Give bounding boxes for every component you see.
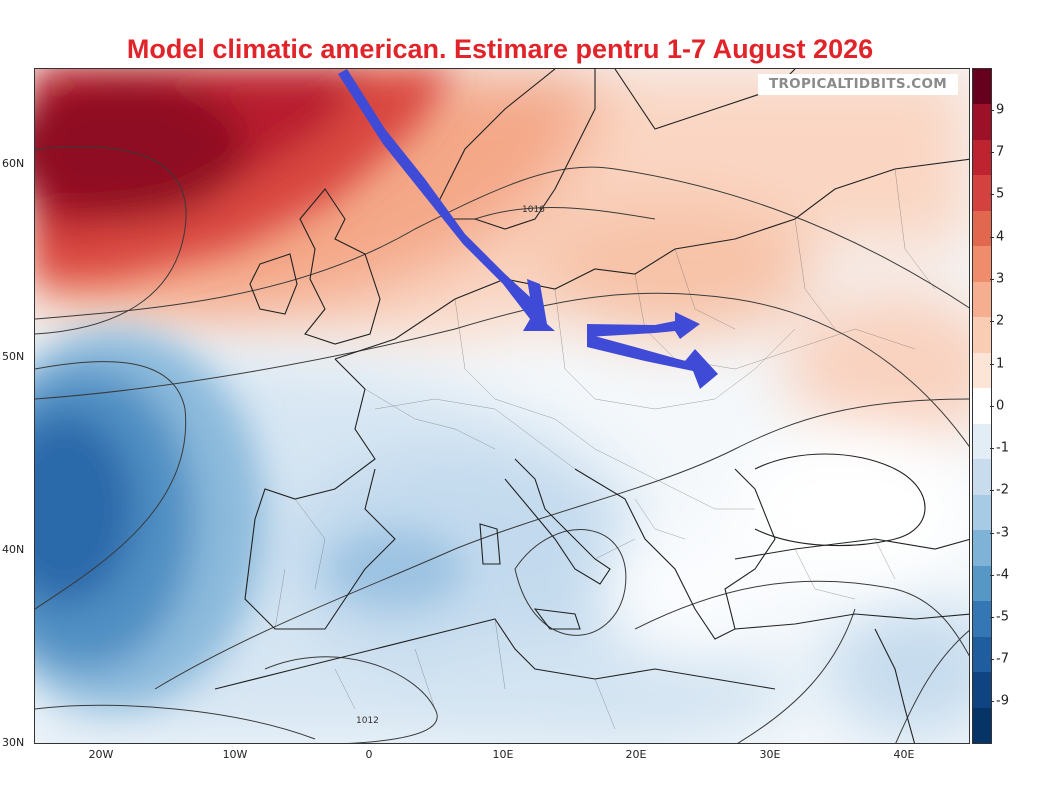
lon-label-30e: 30E (759, 748, 781, 761)
arrow-north-to-central-europe (338, 69, 555, 331)
colorbar-swatch (973, 104, 991, 141)
colorbar-label: 0 (996, 398, 1005, 414)
colorbar-label: 9 (996, 102, 1005, 118)
lat-label-40n: 40N (2, 543, 25, 556)
colorbar-label: 7 (996, 144, 1005, 160)
colorbar-tick (990, 110, 994, 111)
colorbar-label: -1 (996, 440, 1009, 456)
contour-label-1016: 1016 (522, 205, 545, 215)
colorbar-tick (990, 701, 994, 702)
colorbar-swatch (973, 388, 991, 425)
colorbar-swatch (973, 672, 991, 709)
colorbar-label: -5 (996, 609, 1009, 625)
lat-label-30n: 30N (2, 736, 25, 749)
colorbar-label: -3 (996, 525, 1009, 541)
colorbar-tick (990, 406, 994, 407)
colorbar-swatch (973, 281, 991, 318)
colorbar-label: -4 (996, 567, 1009, 583)
lon-label-20w: 20W (88, 748, 114, 761)
lon-label-10w: 10W (222, 748, 248, 761)
lon-label-40e: 40E (893, 748, 915, 761)
colorbar-tick (990, 152, 994, 153)
colorbar-swatch (973, 459, 991, 496)
colorbar-swatch (973, 423, 991, 460)
trajectory-arrows (338, 69, 718, 389)
colorbar-tick (990, 279, 994, 280)
colorbar-tick (990, 364, 994, 365)
colorbar-tick (990, 533, 994, 534)
colorbar (972, 68, 992, 744)
arrow-east-lower (587, 334, 718, 389)
colorbar-swatch (973, 352, 991, 389)
colorbar-swatch (973, 139, 991, 176)
colorbar-tick (990, 194, 994, 195)
lon-label-0: 0 (365, 748, 373, 761)
colorbar-tick (990, 321, 994, 322)
colorbar-swatch (973, 494, 991, 531)
colorbar-swatch (973, 69, 991, 105)
source-watermark: TROPICALTIDBITS.COM (758, 74, 958, 95)
colorbar-swatch (973, 246, 991, 283)
map-title: Model climatic american. Estimare pentru… (126, 34, 874, 64)
colorbar-tick (990, 659, 994, 660)
colorbar-label: 2 (996, 313, 1005, 329)
anomaly-map: 1016 1012 (34, 68, 970, 744)
colorbar-swatch (973, 317, 991, 354)
colorbar-swatch (973, 210, 991, 247)
lat-label-50n: 50N (2, 350, 25, 363)
lon-label-20e: 20E (625, 748, 647, 761)
colorbar-tick (990, 617, 994, 618)
colorbar-swatch (973, 565, 991, 602)
contour-label-1012: 1012 (356, 716, 379, 726)
isobars (35, 146, 969, 743)
colorbar-label: 5 (996, 186, 1005, 202)
colorbar-label: -7 (996, 651, 1009, 667)
colorbar-label: -9 (996, 693, 1009, 709)
colorbar-label: -2 (996, 482, 1009, 498)
colorbar-label: 3 (996, 271, 1005, 287)
colorbar-tick (990, 448, 994, 449)
colorbar-swatch (973, 175, 991, 212)
anomaly-field (35, 69, 969, 743)
colorbar-tick (990, 237, 994, 238)
colorbar-swatch (973, 707, 991, 744)
colorbar-swatch (973, 530, 991, 567)
colorbar-label: 1 (996, 356, 1005, 372)
colorbar-tick (990, 575, 994, 576)
colorbar-label: 4 (996, 229, 1005, 245)
colorbar-tick (990, 490, 994, 491)
lat-label-60n: 60N (2, 157, 25, 170)
colorbar-swatch (973, 601, 991, 638)
lon-label-10e: 10E (492, 748, 514, 761)
colorbar-swatch (973, 636, 991, 673)
arrow-east-upper (587, 312, 700, 339)
